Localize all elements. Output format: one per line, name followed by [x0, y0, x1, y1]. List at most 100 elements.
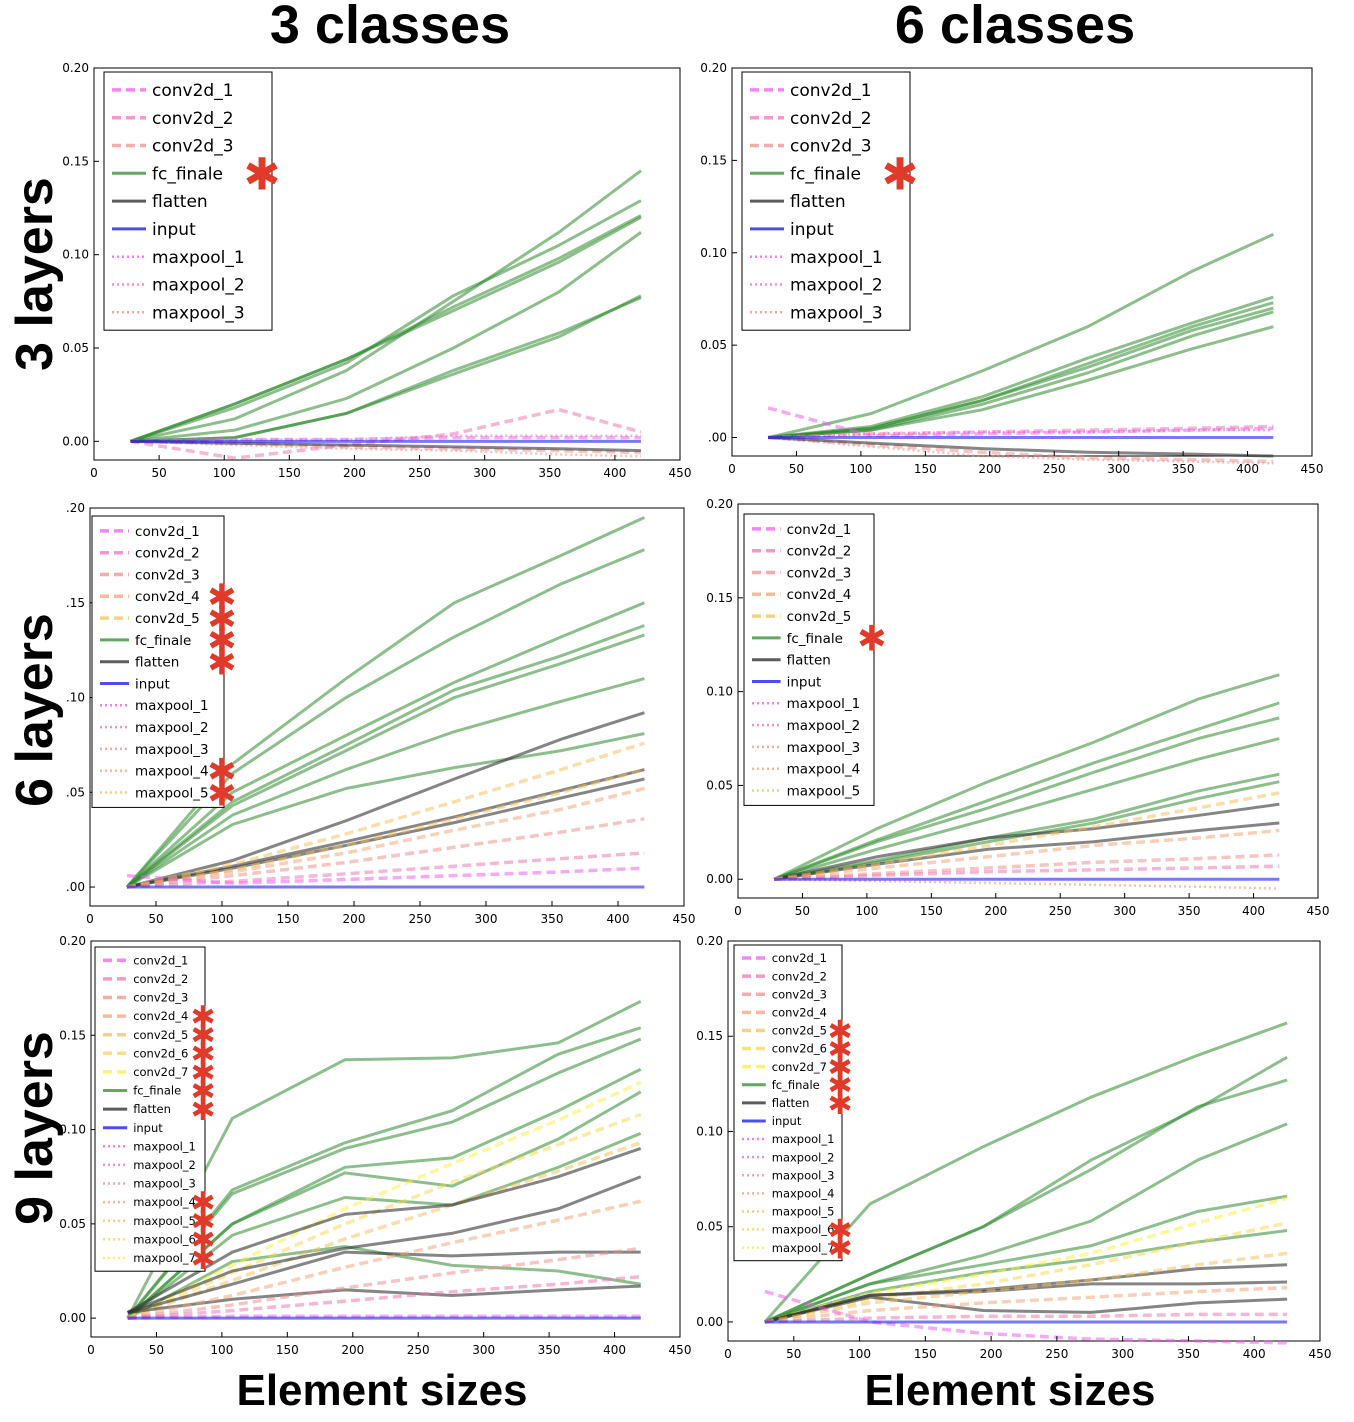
x-tick-label: 50 [795, 904, 810, 918]
legend-label-maxpool_5: maxpool_5 [772, 1205, 835, 1219]
series-line-fc_finale-4 [126, 633, 645, 889]
legend-label-conv2d_1: conv2d_1 [790, 81, 872, 101]
row-title-3-layers: 3 layers [6, 177, 64, 371]
y-tick-label: .00 [708, 431, 727, 445]
x-tick-label: 450 [1307, 904, 1330, 918]
series-line-maxpool_2-9 [130, 434, 641, 443]
x-tick-label: 250 [1049, 904, 1072, 918]
x-tick-label: 250 [408, 466, 431, 480]
x-tick-label: 200 [341, 1343, 364, 1357]
x-tick-label: 450 [1301, 462, 1324, 476]
x-tick-label: 400 [1242, 904, 1265, 918]
x-tick-label: 100 [849, 462, 872, 476]
y-tick-label: .00 [66, 880, 85, 894]
legend-label-conv2d_2: conv2d_2 [772, 969, 827, 983]
star-marker-flatten: ✱ [207, 643, 236, 684]
x-tick-label: 100 [855, 904, 878, 918]
legend-label-conv2d_1: conv2d_1 [135, 524, 200, 540]
legend-label-fc_finale: fc_finale [772, 1078, 820, 1092]
x-tick-label: 150 [920, 904, 943, 918]
legend-label-conv2d_2: conv2d_2 [152, 109, 234, 129]
y-tick-label: 0.10 [706, 685, 733, 699]
legend-label-maxpool_3: maxpool_3 [133, 1177, 196, 1191]
x-tick-label: 50 [149, 1343, 164, 1357]
x-tick-label: 50 [786, 1347, 801, 1361]
x-tick-label: 400 [603, 466, 626, 480]
series-line-conv2d_1-14 [764, 1289, 1288, 1345]
series-line-fc_finale-4 [764, 1194, 1288, 1324]
x-tick-label: 150 [277, 912, 300, 926]
x-tick-label: 50 [789, 462, 804, 476]
legend-label-conv2d_3: conv2d_3 [787, 565, 852, 581]
chart-3layers-6classes: 0 50 100 150 200 250 300 350 400 450 .00 0.05 0.10 0.… [700, 61, 1324, 476]
star-marker-fc_finale: ✱ [243, 149, 280, 200]
series-line-flatten-12 [127, 1250, 641, 1314]
legend-label-conv2d_3: conv2d_3 [133, 991, 188, 1005]
series-line-conv2d_4-14 [127, 1199, 642, 1320]
star-marker-conv2d_4: ✱ [190, 1000, 215, 1035]
x-tick-label: 200 [980, 1347, 1003, 1361]
y-tick-label: 0.10 [700, 246, 727, 260]
x-tick-label: 150 [278, 466, 301, 480]
series-line-fc_finale-0 [767, 232, 1274, 439]
series-line-fc_finale-2 [125, 601, 645, 889]
legend-label-conv2d_1: conv2d_1 [787, 522, 852, 538]
legend-label-fc_finale: fc_finale [790, 164, 861, 184]
legend-label-maxpool_4: maxpool_4 [135, 764, 209, 780]
y-tick-label: 0.20 [706, 497, 733, 511]
series-line-fc_finale-3 [130, 169, 642, 443]
y-tick-label: 0.00 [62, 434, 89, 448]
series-line-conv2d_2-16 [127, 1274, 641, 1320]
star-marker-maxpool_6: ✱ [190, 1223, 215, 1258]
legend-label-maxpool_3: maxpool_3 [787, 740, 861, 756]
series-line-conv2d_6-7 [764, 1221, 1288, 1324]
x-tick-label: 350 [538, 466, 561, 480]
series-line-fc_finale-3 [126, 624, 645, 889]
series-line-fc_finale-0 [773, 673, 1280, 881]
legend-label-maxpool_7: maxpool_7 [772, 1241, 835, 1255]
x-tick-label: 450 [673, 912, 696, 926]
series-line-flatten-6 [773, 802, 1280, 881]
x-tick-label: 250 [407, 1343, 430, 1357]
legend-label-maxpool_2: maxpool_2 [133, 1158, 196, 1172]
x-tick-label: 450 [1309, 1347, 1332, 1361]
x-tick-label: 350 [541, 912, 564, 926]
series-line-conv2d_3-13 [126, 817, 645, 889]
row-title-6-layers: 6 layers [6, 613, 64, 807]
y-tick-label: 0.10 [62, 248, 89, 262]
series-line-flatten-11 [768, 436, 1274, 458]
y-tick-label: 0.20 [59, 934, 86, 948]
x-tick-label: 450 [669, 1343, 692, 1357]
x-tick-label: 200 [984, 904, 1007, 918]
legend-label-conv2d_2: conv2d_2 [135, 546, 200, 562]
star-marker-maxpool_5: ✱ [190, 1205, 215, 1240]
series-line-conv2d_5-10 [126, 741, 645, 889]
x-tick-label: 200 [978, 462, 1001, 476]
legend-label-conv2d_2: conv2d_2 [787, 544, 852, 560]
x-tick-label: 250 [409, 912, 432, 926]
series-line-flatten-13 [127, 1284, 641, 1314]
x-tick-label: 450 [669, 466, 692, 480]
star-marker-conv2d_7: ✱ [827, 1051, 852, 1086]
y-tick-label: 0.15 [700, 153, 727, 167]
series-line-conv2d_3-15 [127, 1246, 641, 1320]
series-line-fc_finale-5 [126, 677, 645, 889]
series-line-fc_finale-0 [126, 1000, 642, 1319]
series-line-conv2d_4-12 [126, 786, 645, 889]
x-tick-label: 400 [1243, 1347, 1266, 1361]
legend-label-conv2d_3: conv2d_3 [772, 987, 827, 1001]
legend-label-fc_finale: fc_finale [135, 633, 191, 649]
x-tick-label: 400 [1236, 462, 1259, 476]
legend-label-flatten: flatten [152, 192, 208, 212]
legend-label-maxpool_2: maxpool_2 [152, 276, 245, 296]
legend-label-maxpool_1: maxpool_1 [790, 248, 883, 268]
series-line-conv2d_3-9 [767, 435, 1274, 464]
x-tick-label: 0 [724, 1347, 732, 1361]
legend-label-flatten: flatten [133, 1102, 171, 1116]
x-tick-label: 350 [1177, 1347, 1200, 1361]
legend-label-input: input [133, 1121, 163, 1135]
legend-label-input: input [135, 676, 170, 692]
legend-label-maxpool_2: maxpool_2 [135, 720, 209, 736]
legend-label-conv2d_4: conv2d_4 [133, 1009, 188, 1023]
star-marker-flatten: ✱ [827, 1087, 852, 1122]
